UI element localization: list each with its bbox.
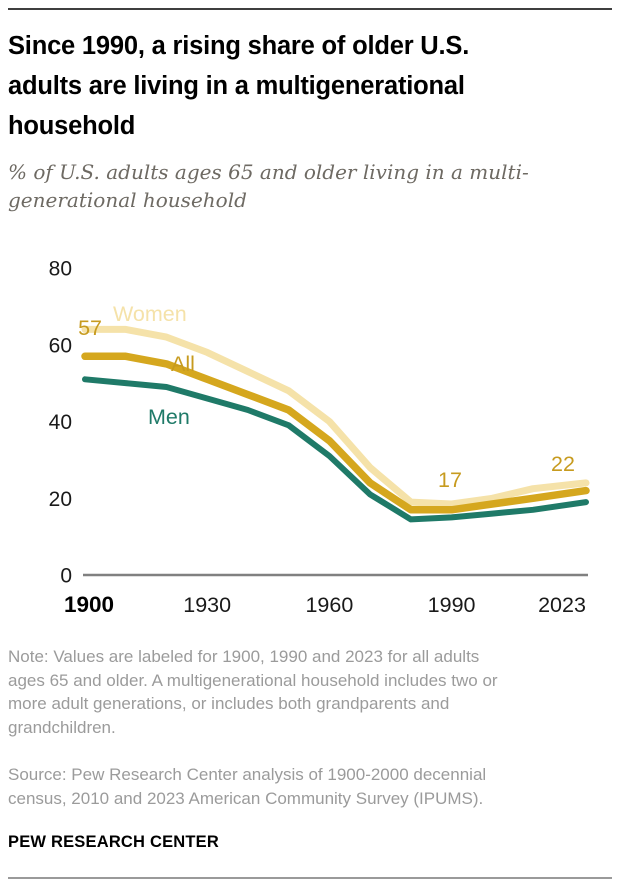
page-title: Since 1990, a rising share of older U.S.…	[8, 26, 612, 146]
note-line: ages 65 and older. A multigenerational h…	[8, 670, 498, 690]
page-title-line: household	[8, 112, 136, 140]
x-axis-label-1990: 1990	[428, 593, 476, 617]
series-line-men	[82, 376, 589, 523]
line-chart: 0 20 40 60 80 1900 1930 1960 1990 2023 Women All Men…	[49, 258, 590, 617]
y-axis-tick-label-40: 40	[49, 411, 72, 434]
y-axis-tick-label-20: 20	[49, 488, 72, 511]
y-axis-tick-label-60: 60	[49, 334, 72, 357]
note-line: grandchildren.	[8, 717, 116, 737]
note-line: more adult generations, or includes both…	[8, 694, 450, 713]
chart-subtitle-line: generational household	[8, 188, 247, 212]
note-text: Note: Values are labeled for 1900, 1990 …	[8, 645, 612, 739]
series-label-all: All	[171, 352, 195, 376]
note-line: Note: Values are labeled for 1900, 1990 …	[8, 647, 480, 666]
series-line-all	[81, 352, 590, 514]
top-divider	[8, 8, 612, 10]
page-title-line: adults are living in a multigenerational	[8, 72, 465, 100]
value-label-1990: 17	[438, 468, 462, 492]
series-label-men: Men	[148, 405, 190, 429]
value-label-2023: 22	[551, 452, 575, 476]
chart-subtitle-line: % of U.S. adults ages 65 and older livin…	[8, 160, 529, 184]
y-axis-tick-label-0: 0	[60, 565, 72, 588]
x-axis-label-1930: 1930	[183, 593, 231, 617]
source-line: Source: Pew Research Center analysis of …	[8, 765, 487, 784]
chart-subtitle: % of U.S. adults ages 65 and older livin…	[8, 158, 612, 214]
y-axis-tick-label-80: 80	[49, 258, 72, 281]
x-axis-label-2023: 2023	[538, 593, 586, 617]
source-text: Source: Pew Research Center analysis of …	[8, 763, 612, 810]
x-axis-label-1960: 1960	[305, 593, 353, 617]
value-label-1900: 57	[78, 316, 102, 340]
source-line: census, 2010 and 2023 American Community…	[8, 788, 484, 808]
bottom-divider	[8, 877, 612, 879]
series-line-women	[81, 325, 590, 508]
x-axis-label-1900: 1900	[64, 592, 114, 617]
brand-footer: PEW RESEARCH CENTER	[8, 833, 219, 851]
page-title-line: Since 1990, a rising share of older U.S.	[8, 32, 470, 60]
series-label-women: Women	[113, 302, 187, 326]
